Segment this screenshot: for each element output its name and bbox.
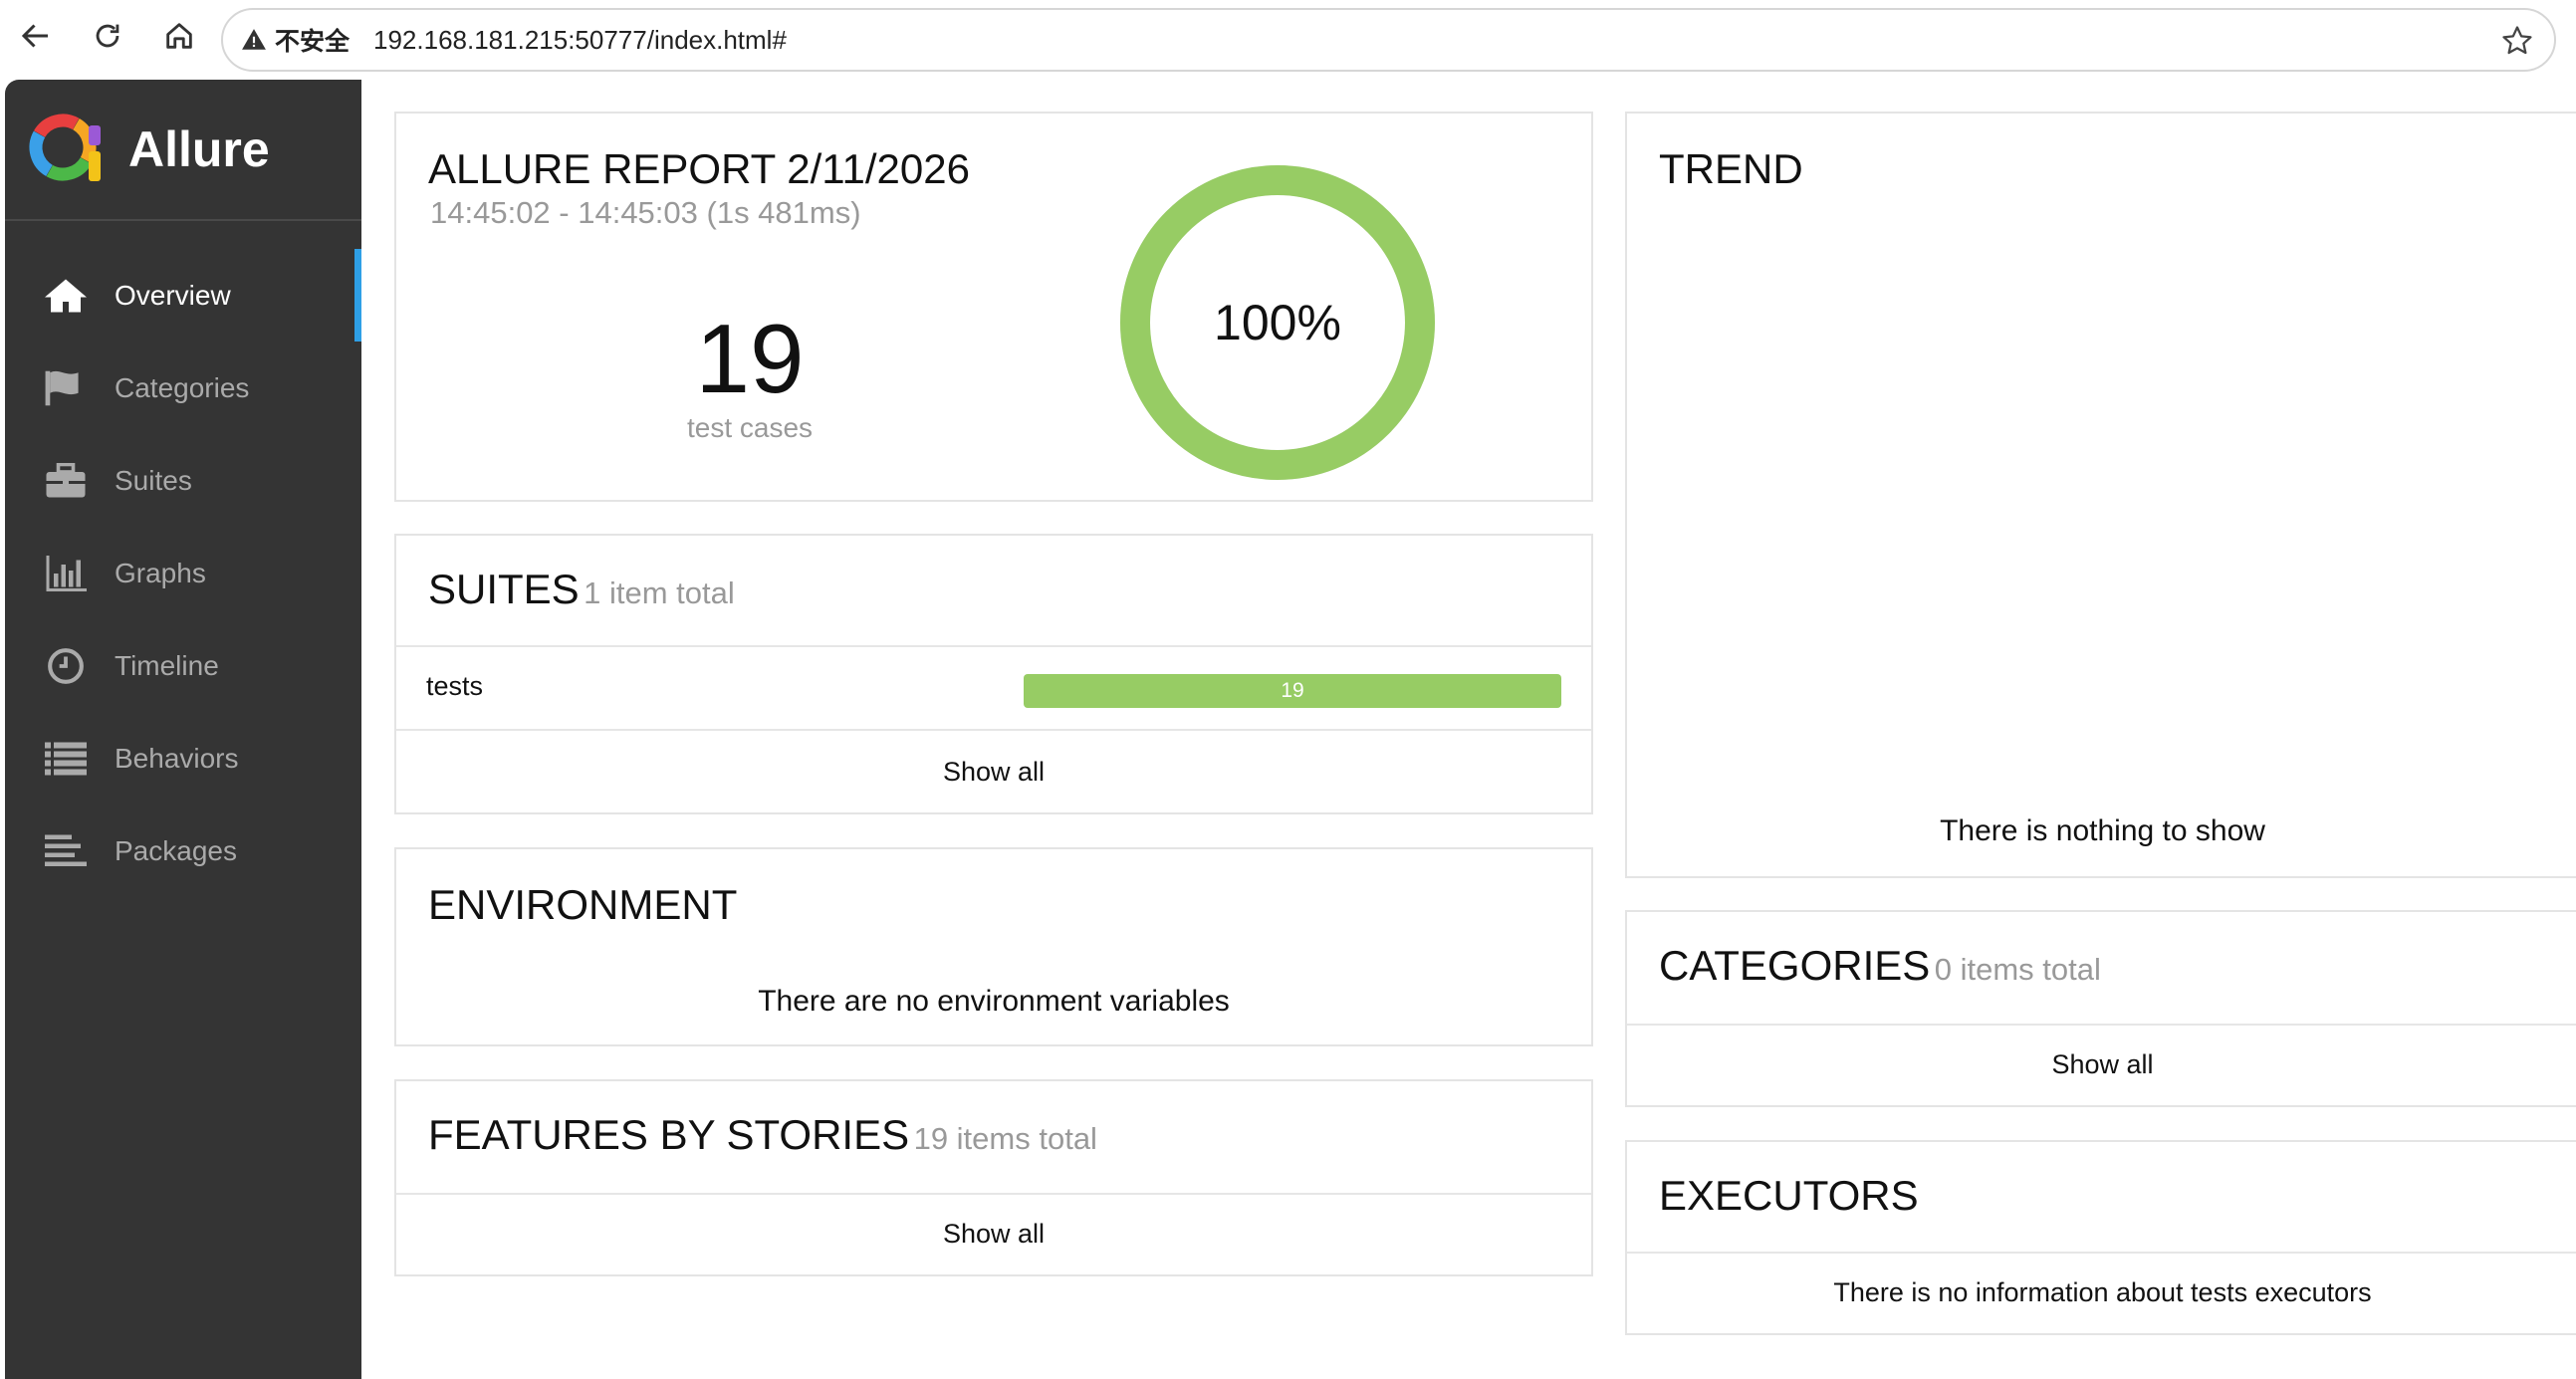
sidebar-item-label: Packages [115,834,237,866]
sidebar-item-behaviors[interactable]: Behaviors [5,712,361,804]
divider [396,1193,1591,1195]
divider [396,729,1591,731]
address-bar[interactable]: 不安全 192.168.181.215:50777/index.html# [221,8,2556,72]
back-button[interactable] [12,14,60,62]
donut-passed-arc [1120,165,1435,480]
warning-icon[interactable] [241,27,267,53]
divider [1627,1024,2576,1026]
arrow-left-icon [18,18,54,59]
sidebar-item-label: Suites [115,464,192,496]
features-header: FEATURES BY STORIES 19 items total [428,1111,1097,1159]
passed-bar: 19 [1024,674,1561,708]
test-count-label: test cases [686,412,814,443]
brand-name: Allure [128,121,270,177]
insecure-label[interactable]: 不安全 [275,27,351,56]
trend-title: TREND [1659,145,1803,192]
executors-title: EXECUTORS [1659,1172,1919,1219]
reload-button[interactable] [84,14,131,62]
environment-empty-message: There are no environment variables [758,985,1230,1018]
sidebar-item-label: Graphs [115,557,206,588]
report-title: ALLURE REPORT 2/11/2026 [428,145,970,192]
executors-widget: EXECUTORS There is no information about … [1625,1140,2576,1335]
categories-widget: CATEGORIES 0 items total Show all [1625,910,2576,1107]
bar-chart-icon [41,555,91,591]
reload-icon [91,19,124,58]
categories-title: CATEGORIES [1659,942,1931,989]
test-count: 19 [695,304,805,413]
flag-icon [41,369,91,407]
suite-name: tests [426,671,484,701]
categories-header: CATEGORIES 0 items total [1659,942,2101,990]
features-title: FEATURES BY STORIES [428,1111,910,1158]
features-widget: FEATURES BY STORIES 19 items total Show … [394,1079,1593,1276]
suites-show-all-link[interactable]: Show all [942,757,1046,787]
clock-icon [41,647,91,685]
suites-title: SUITES [428,566,580,612]
home-outline-icon [162,19,196,58]
active-indicator [354,249,361,342]
list-icon [41,741,91,777]
sidebar-item-categories[interactable]: Categories [5,342,361,434]
home-button[interactable] [155,14,203,62]
executors-empty-message: There is no information about tests exec… [1833,1277,2372,1307]
categories-show-all-link[interactable]: Show all [2051,1049,2154,1079]
summary-widget: ALLURE REPORT 2/11/2026 14:45:02 - 14:45… [394,112,1593,502]
pass-rate-donut: 100% [1120,165,1435,480]
environment-widget: ENVIRONMENT There are no environment var… [394,847,1593,1046]
categories-count: 0 items total [1934,952,2101,987]
divider [396,645,1591,647]
suites-header: SUITES 1 item total [428,566,735,613]
sidebar-item-label: Behaviors [115,742,239,774]
allure-logo-icon [23,106,107,194]
suite-status-bar: 19 [1024,674,1561,708]
trend-empty-message: There is nothing to show [1940,814,2265,847]
sidebar-item-timeline[interactable]: Timeline [5,619,361,712]
url-text[interactable]: 192.168.181.215:50777/index.html# [373,24,787,55]
briefcase-icon [41,462,91,499]
browser-toolbar: 不安全 192.168.181.215:50777/index.html# [0,0,2576,78]
suites-widget: SUITES 1 item total tests 19 Show all [394,534,1593,814]
sidebar-item-overview[interactable]: Overview [5,249,361,342]
home-icon [41,278,91,314]
sidebar-menu: Overview Categories Suites Graphs Tim [5,249,361,897]
sidebar: Allure Overview Categories Suites Gr [5,80,361,1379]
sidebar-item-suites[interactable]: Suites [5,434,361,527]
passed-count: 19 [1281,679,1304,702]
report-time: 14:45:02 - 14:45:03 (1s 481ms) [430,195,861,230]
align-left-icon [41,833,91,869]
suites-count: 1 item total [584,575,735,610]
sidebar-item-label: Timeline [115,649,219,681]
sidebar-item-graphs[interactable]: Graphs [5,527,361,619]
brand[interactable]: Allure [5,80,361,221]
pass-percent: 100% [1214,295,1341,350]
features-count: 19 items total [913,1121,1097,1156]
trend-widget: TREND There is nothing to show [1625,112,2576,878]
environment-title: ENVIRONMENT [428,881,738,928]
features-show-all-link[interactable]: Show all [942,1219,1046,1249]
table-row[interactable]: tests 19 [396,647,1591,729]
divider [1627,1252,2576,1254]
sidebar-item-label: Overview [115,279,231,311]
star-icon[interactable] [2500,24,2534,63]
sidebar-item-packages[interactable]: Packages [5,804,361,897]
sidebar-item-label: Categories [115,371,250,403]
